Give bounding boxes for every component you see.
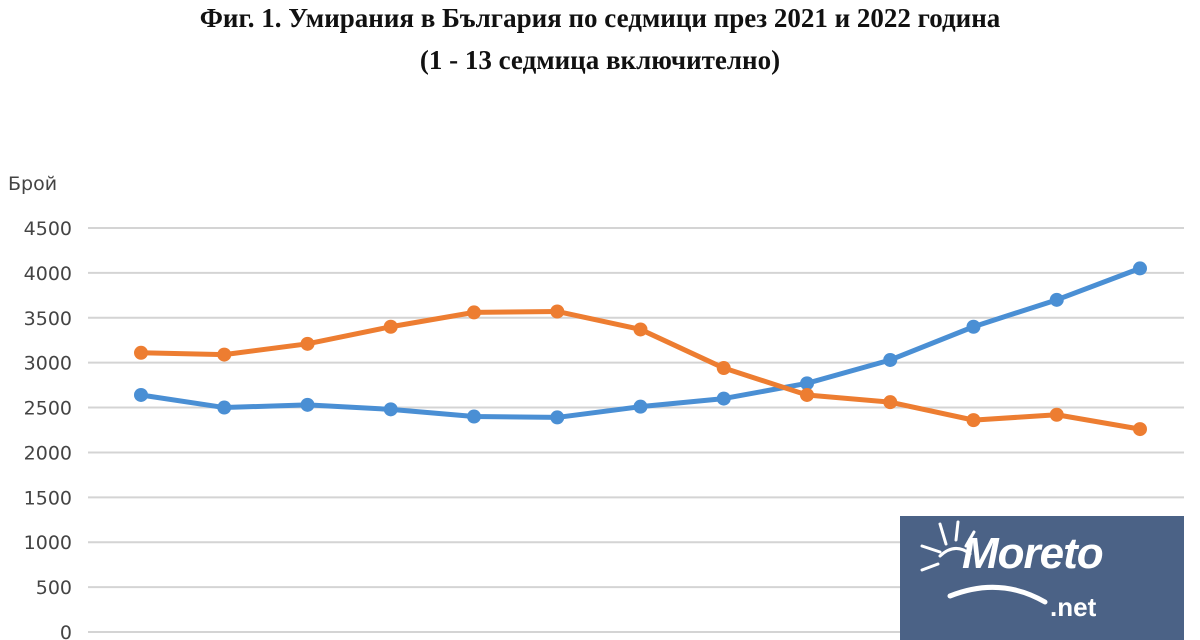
data-point — [883, 395, 898, 410]
logo-suffix-text: .net — [1050, 592, 1097, 622]
y-tick-label: 0 — [60, 622, 72, 640]
data-point — [467, 305, 481, 320]
y-tick-label: 3000 — [24, 353, 72, 375]
data-point — [1133, 261, 1147, 276]
y-tick-label: 4500 — [24, 218, 72, 240]
chart-title: Фиг. 1. Умирания в България по седмици п… — [199, 3, 1001, 33]
data-point — [550, 410, 565, 425]
data-point — [800, 376, 814, 391]
chart-subtitle: (1 - 13 седмица включително) — [419, 45, 781, 75]
data-point — [883, 352, 898, 367]
logo-brand-text: Moreto — [962, 529, 1104, 578]
data-point — [1133, 422, 1147, 437]
moreto-logo-watermark: Moreto .net — [900, 516, 1184, 640]
data-point — [383, 402, 398, 417]
data-point — [716, 361, 731, 376]
data-point — [1049, 292, 1064, 307]
data-point — [383, 319, 398, 334]
y-tick-label: 2500 — [24, 398, 72, 420]
data-point — [800, 387, 814, 402]
data-point — [633, 322, 648, 337]
data-point — [217, 400, 232, 415]
y-tick-label: 3500 — [24, 308, 72, 330]
y-axis-label: Брой — [8, 173, 57, 195]
y-tick-label: 1500 — [24, 487, 72, 509]
data-point — [550, 304, 565, 319]
data-point — [300, 336, 315, 351]
data-point — [217, 347, 232, 362]
data-point — [134, 387, 148, 402]
data-point — [1049, 407, 1064, 422]
y-tick-label: 500 — [36, 577, 72, 599]
data-point — [467, 409, 481, 424]
data-point — [716, 391, 731, 406]
sun-icon — [920, 520, 1048, 605]
data-point — [966, 319, 981, 334]
y-tick-label: 1000 — [24, 532, 72, 554]
data-point — [300, 397, 315, 412]
data-point — [633, 399, 648, 414]
data-point — [134, 345, 148, 360]
data-point — [966, 413, 981, 428]
y-tick-label: 2000 — [24, 442, 72, 464]
series-line-0 — [140, 266, 1141, 420]
y-tick-label: 4000 — [24, 263, 72, 285]
